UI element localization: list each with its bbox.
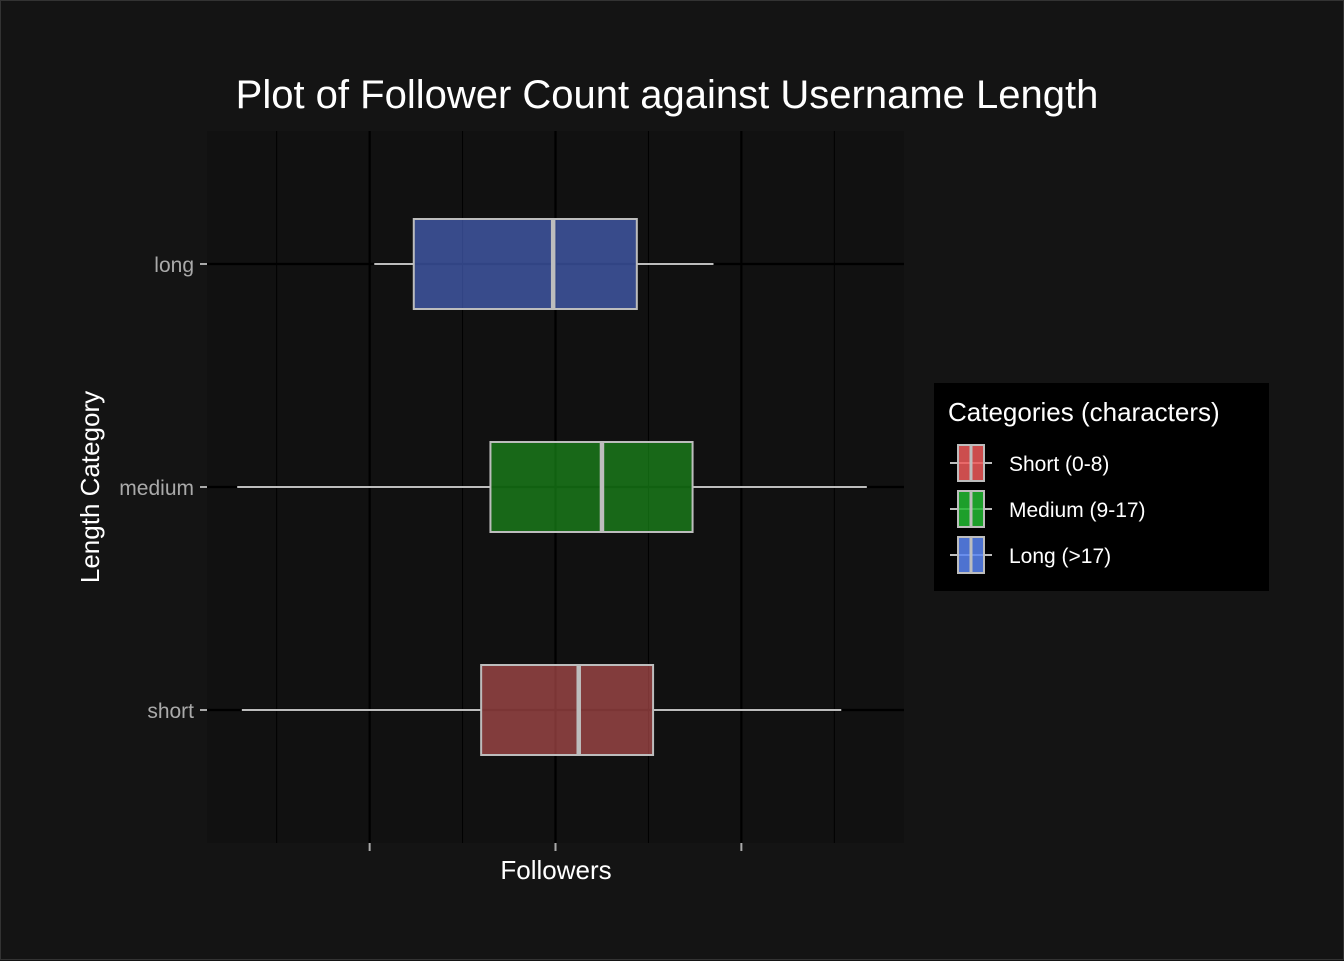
y-axis-ticks: short medium long: [119, 254, 207, 723]
y-axis-title: Length Category: [75, 391, 105, 583]
box-short: [480, 664, 655, 756]
legend-label: Long (>17): [1009, 545, 1111, 568]
legend-label: Short (0-8): [1009, 453, 1109, 476]
y-tick-label: medium: [119, 477, 194, 500]
x-axis-ticks: [368, 843, 743, 851]
legend-title: Categories (characters): [948, 397, 1220, 427]
legend: Categories (characters) Short (0-8) Mediu…: [934, 383, 1269, 591]
box-long: [412, 218, 638, 310]
box-medium: [489, 441, 694, 533]
legend-items: Short (0-8) Medium (9-17) Long (>17): [948, 440, 1146, 578]
boxplots: [237, 218, 867, 756]
x-axis-title: Followers: [500, 855, 611, 885]
y-tick-label: short: [147, 700, 194, 723]
legend-label: Medium (9-17): [1009, 499, 1146, 522]
chart-title: Plot of Follower Count against Username …: [236, 73, 1099, 117]
y-tick-label: long: [154, 254, 194, 277]
